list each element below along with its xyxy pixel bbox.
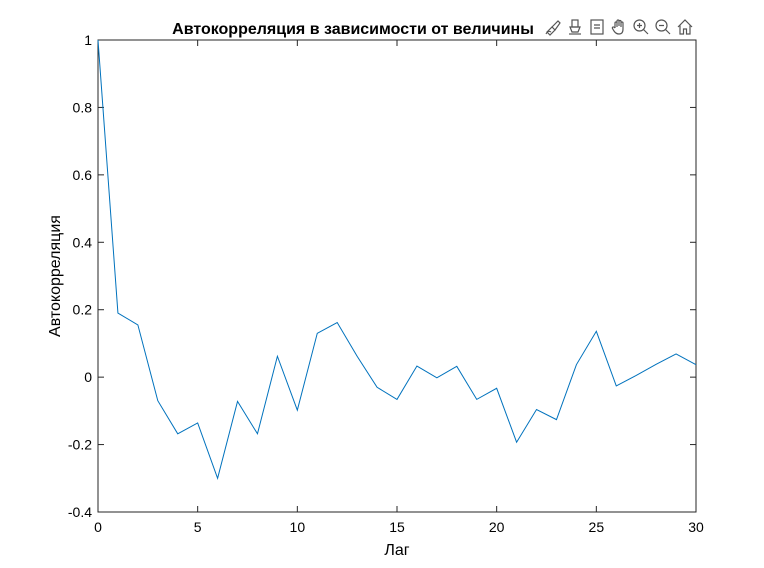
x-tick-label: 15 [389, 519, 405, 535]
zoom-out-icon[interactable] [653, 16, 672, 38]
series-line [97, 39, 697, 480]
zoom-in-icon[interactable] [631, 16, 650, 38]
x-tick-label: 5 [194, 519, 202, 535]
home-icon[interactable] [675, 16, 694, 38]
y-tick-label: 0.8 [73, 99, 93, 115]
pan-icon[interactable] [609, 16, 628, 38]
plot-area: 0 5 10 15 20 25 30 -0.4 -0.2 0 0.2 0.4 0.6 0.8 1 [68, 32, 704, 535]
chart-title: Автокорреляция в зависимости от величины [172, 21, 534, 38]
x-axis-label: Лаг [384, 542, 409, 559]
x-tick-label: 30 [688, 519, 704, 535]
y-tick-label: 0 [84, 369, 92, 385]
data-tip-icon[interactable] [565, 16, 584, 38]
x-tick-label: 10 [290, 519, 306, 535]
legend-icon[interactable] [587, 16, 606, 38]
axes-toolbar [543, 16, 694, 38]
y-tick-label: -0.2 [68, 437, 92, 453]
x-tick-label: 20 [489, 519, 505, 535]
y-tick-label: 0.2 [73, 302, 93, 318]
axes-box [97, 39, 697, 513]
y-tick-label: 1 [84, 32, 92, 48]
y-axis-label: Автокорреляция [47, 215, 64, 337]
x-tick-label: 25 [589, 519, 605, 535]
y-tick-label: -0.4 [68, 504, 92, 520]
y-tick-label: 0.6 [73, 167, 93, 183]
y-tick-label: 0.4 [73, 234, 93, 250]
brush-icon[interactable] [543, 16, 562, 38]
x-tick-label: 0 [94, 519, 102, 535]
